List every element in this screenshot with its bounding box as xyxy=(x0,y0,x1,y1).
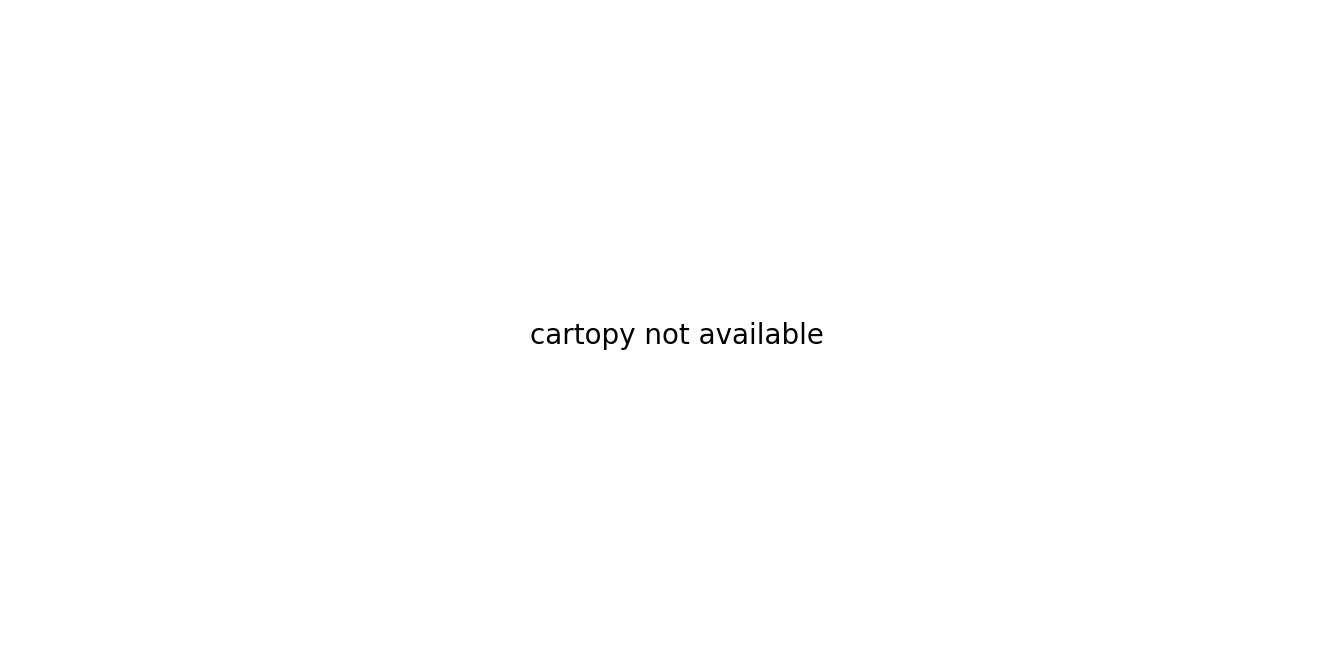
Text: cartopy not available: cartopy not available xyxy=(529,322,824,350)
